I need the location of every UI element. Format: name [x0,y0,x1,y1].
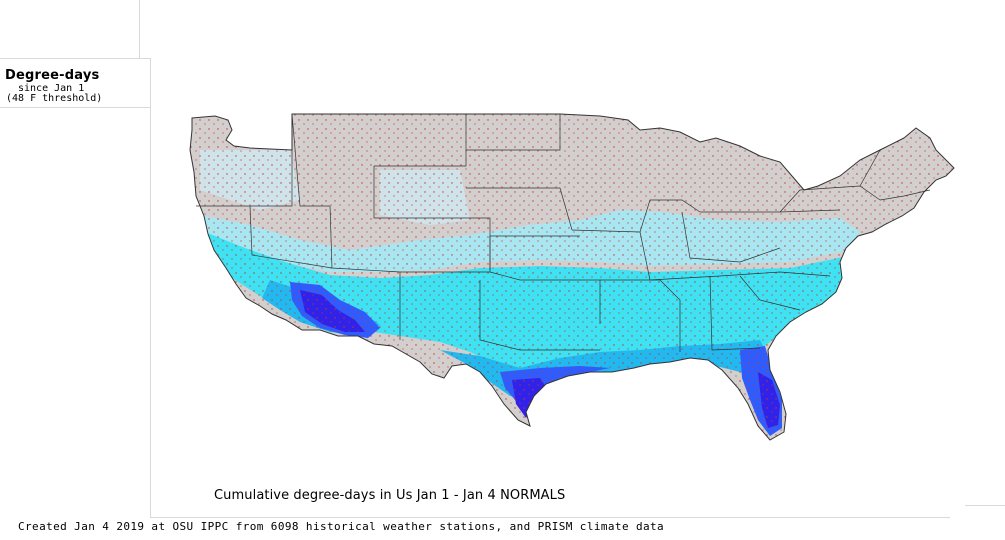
frame-bottom [150,517,950,518]
map-title: Cumulative degree-days in Us Jan 1 - Jan… [214,488,566,503]
frame-legend-bottom [0,107,150,108]
footer-credit: Created Jan 4 2019 at OSU IPPC from 6098… [18,520,665,533]
frame-legend-top [0,58,150,59]
frame-vertical-left [150,58,151,518]
state-borders [196,113,931,352]
frame-vertical-top [139,0,140,58]
legend-threshold-label: (48 F threshold) [6,93,103,104]
frame-bottom-right [965,505,1005,506]
legend-since-label: since Jan 1 [18,83,85,94]
legend-title: Degree-days [5,68,100,83]
